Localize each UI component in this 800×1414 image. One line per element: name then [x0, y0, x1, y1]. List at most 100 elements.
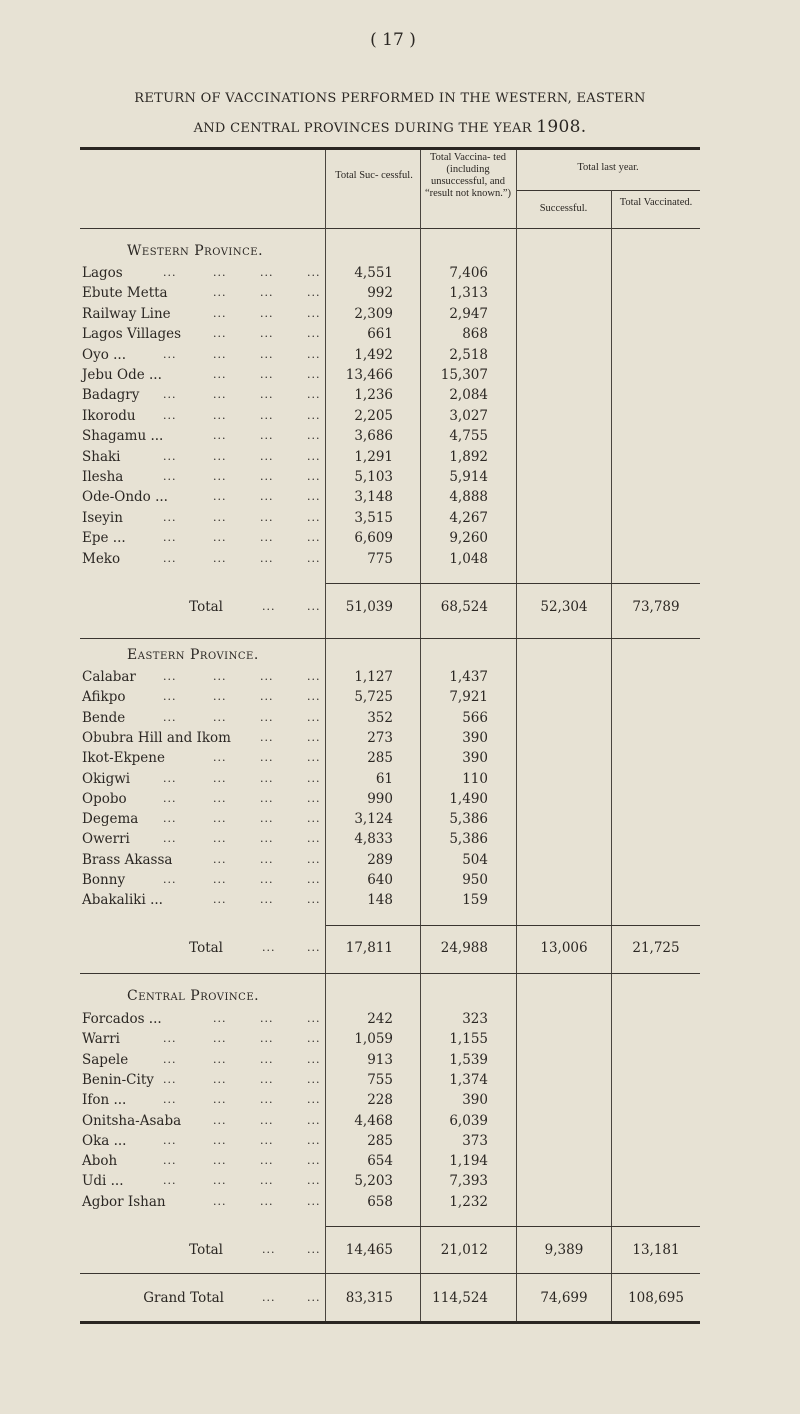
last-year-vaccinated-value: 21,725 — [632, 940, 680, 956]
total-successful-value: 285 — [367, 1132, 393, 1149]
dot-leader: ... — [163, 1052, 177, 1066]
last-year-vaccinated-value: 108,695 — [628, 1290, 684, 1306]
page-number: ( 17 ) — [370, 30, 416, 50]
dot-leader: ... — [260, 388, 274, 402]
dot-leader: ... — [260, 1052, 274, 1066]
total-vaccinated-value: 2,084 — [449, 387, 488, 404]
dot-leader: ... — [213, 812, 227, 826]
dot-leader: ... — [163, 791, 177, 805]
dot-leader: ... — [163, 551, 177, 565]
row-label: Ilesha — [82, 469, 124, 485]
total-vaccinated-value: 1,374 — [449, 1071, 488, 1088]
dot-leader: ... — [163, 670, 177, 683]
total-vaccinated-value: 7,406 — [449, 265, 488, 281]
dot-leader: ... — [163, 1174, 177, 1188]
total-successful-value: 242 — [367, 1011, 393, 1027]
rule-line — [326, 1226, 700, 1227]
last-year-vaccinated-value: 73,789 — [632, 599, 680, 615]
dot-leader: ... — [260, 1012, 274, 1025]
dot-leader: ... — [307, 1012, 321, 1025]
row-label: Obubra Hill and Ikom — [82, 729, 231, 746]
dot-leader: ... — [260, 771, 274, 785]
dot-leader: ... — [307, 852, 321, 866]
dot-leader: ... — [307, 1291, 321, 1304]
dot-leader: ... — [260, 490, 274, 504]
dot-leader: ... — [307, 670, 321, 683]
rule-line — [80, 147, 700, 150]
rule-line — [80, 1321, 700, 1324]
row-label: Lagos Villages — [82, 326, 182, 343]
row-label: Iseyin — [82, 509, 123, 526]
total-vaccinated-value: 21,012 — [440, 1242, 488, 1258]
dot-leader: ... — [307, 368, 321, 381]
total-vaccinated-value: 1,539 — [449, 1051, 488, 1068]
total-successful-value: 3,148 — [354, 489, 393, 506]
dot-leader: ... — [260, 429, 274, 443]
total-successful-value: 913 — [367, 1051, 393, 1068]
dot-leader: ... — [163, 388, 177, 402]
dot-leader: ... — [213, 347, 227, 361]
dot-leader: ... — [260, 852, 274, 866]
dot-leader: ... — [307, 812, 321, 826]
dot-leader: ... — [260, 1113, 274, 1127]
row-label: Oka ... — [82, 1132, 127, 1149]
dot-leader: ... — [260, 893, 274, 907]
total-vaccinated-value: 390 — [462, 729, 488, 746]
total-successful-value: 228 — [367, 1092, 393, 1109]
total-successful-value: 1,291 — [354, 448, 393, 465]
dot-leader: ... — [307, 1154, 321, 1168]
row-label: Ikorodu — [82, 407, 136, 424]
header-last-successful: Successful. — [539, 203, 588, 214]
dot-leader: ... — [307, 286, 321, 300]
province-heading: Eastern Province. — [127, 647, 259, 663]
dot-leader: ... — [213, 1072, 227, 1086]
total-vaccinated-value: 1,194 — [449, 1153, 488, 1170]
total-successful-value: 654 — [367, 1153, 393, 1170]
dot-leader: ... — [307, 490, 321, 504]
column-divider — [611, 190, 612, 1323]
total-successful-value: 4,551 — [354, 265, 393, 281]
dot-leader: ... — [307, 429, 321, 443]
total-successful-value: 289 — [367, 851, 393, 868]
total-successful-value: 4,833 — [354, 831, 393, 848]
column-divider — [420, 150, 421, 1323]
dot-leader: ... — [213, 791, 227, 805]
total-successful-value: 51,039 — [345, 599, 393, 615]
dot-leader: ... — [260, 1133, 274, 1147]
dot-leader: ... — [213, 1052, 227, 1066]
dot-leader: ... — [260, 670, 274, 683]
dot-leader: ... — [213, 429, 227, 443]
dot-leader: ... — [307, 1194, 321, 1208]
row-label: Jebu Ode ... — [82, 367, 162, 383]
dot-leader: ... — [307, 690, 321, 704]
dot-leader: ... — [260, 1072, 274, 1086]
total-successful-value: 148 — [367, 892, 393, 909]
title-line-2-text: AND CENTRAL PROVINCES DURING THE YEAR — [193, 121, 532, 136]
dot-leader: ... — [307, 832, 321, 846]
dot-leader: ... — [213, 771, 227, 785]
total-vaccinated-value: 7,393 — [449, 1173, 488, 1190]
dot-leader: ... — [213, 893, 227, 907]
dot-leader: ... — [307, 1133, 321, 1147]
dot-leader: ... — [213, 286, 227, 300]
dot-leader: ... — [260, 710, 274, 724]
total-successful-value: 17,811 — [345, 940, 393, 956]
dot-leader: ... — [163, 347, 177, 361]
total-vaccinated-value: 1,892 — [449, 448, 488, 465]
dot-leader: ... — [213, 832, 227, 846]
total-successful-value: 83,315 — [345, 1290, 393, 1306]
dot-leader: ... — [213, 1174, 227, 1188]
dot-leader: ... — [260, 751, 274, 765]
rule-line — [516, 190, 700, 191]
total-vaccinated-value: 1,048 — [449, 550, 488, 567]
header-last-vaccinated: Total Vaccinated. — [619, 197, 693, 208]
dot-leader: ... — [260, 812, 274, 826]
row-label: Abakaliki ... — [82, 892, 163, 909]
last-year-successful-value: 74,699 — [540, 1290, 588, 1306]
rule-line — [326, 925, 700, 926]
table-title-line-2: AND CENTRAL PROVINCES DURING THE YEAR 19… — [0, 117, 780, 137]
dot-leader: ... — [260, 1093, 274, 1107]
total-vaccinated-value: 1,490 — [449, 790, 488, 807]
dot-leader: ... — [213, 266, 227, 279]
column-divider — [325, 150, 326, 1323]
